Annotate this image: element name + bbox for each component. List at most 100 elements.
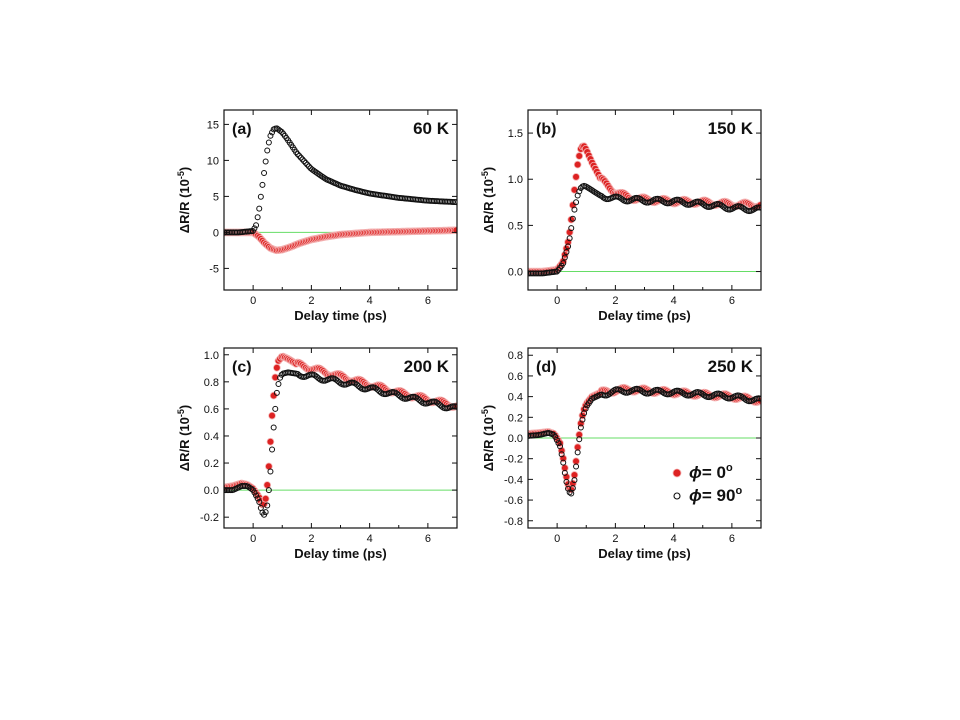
- data-point: [575, 430, 584, 439]
- x-tick-label: 4: [367, 295, 373, 307]
- x-tick-label: 6: [425, 295, 431, 307]
- y-tick-label: -0.6: [504, 495, 523, 507]
- data-point: [278, 371, 285, 378]
- data-point: [265, 139, 272, 146]
- data-point: [257, 193, 264, 200]
- data-point: [302, 159, 309, 166]
- data-point: [254, 214, 261, 221]
- data-point: [573, 443, 582, 452]
- legend-degree: o: [726, 462, 733, 474]
- y-tick-label: -0.2: [504, 454, 523, 466]
- data-point: [268, 411, 276, 420]
- data-point: [297, 154, 304, 161]
- data-point: [563, 248, 570, 255]
- x-axis-title: Delay time (ps): [598, 546, 690, 561]
- data-point: [418, 398, 425, 405]
- data-point: [296, 152, 303, 159]
- data-point: [357, 384, 364, 391]
- legend-value: = 90: [702, 486, 736, 505]
- data-point: [265, 487, 272, 494]
- data-point: [573, 199, 580, 206]
- data-point: [566, 235, 573, 242]
- chart-panel-d: 0 2 4 6 -0.8 -0.6 -0.4 -0.2 0.0 0.2 0.4 0.6 0.8 Delay…: [480, 347, 762, 561]
- legend-phi: ϕ: [689, 463, 702, 482]
- x-tick-label: 0: [250, 295, 256, 307]
- data-point: [278, 128, 285, 135]
- y-tick-label: 0: [213, 227, 219, 239]
- data-point: [582, 405, 589, 412]
- data-point: [680, 199, 687, 206]
- data-point: [267, 132, 274, 139]
- y-tick-label: 10: [207, 155, 219, 167]
- temperature-label: 60 K: [413, 119, 450, 138]
- data-point: [571, 206, 578, 213]
- y-tick-label: 0.2: [508, 412, 523, 424]
- data-point: [453, 199, 457, 206]
- x-tick-label: 6: [729, 533, 735, 545]
- data-point: [572, 173, 580, 181]
- data-point: [566, 489, 573, 496]
- y-tick-label: -0.2: [200, 512, 219, 524]
- y-axis-title: ΔR/R (10-5): [480, 167, 496, 234]
- data-point: [267, 468, 274, 475]
- data-point: [299, 156, 306, 163]
- data-point: [570, 471, 579, 479]
- data-point: [259, 181, 266, 188]
- y-axis-title-main: ΔR/R (10: [177, 417, 192, 471]
- y-axis-title-exponent: -5: [480, 171, 490, 179]
- y-tick-label: 1.0: [204, 350, 219, 362]
- data-point: [561, 469, 568, 476]
- y-tick-label: 1.5: [508, 128, 523, 140]
- data-point: [558, 451, 565, 458]
- data-point: [254, 495, 261, 502]
- data-point: [577, 424, 584, 431]
- x-tick-label: 2: [308, 533, 314, 545]
- data-point: [569, 215, 576, 222]
- data-point: [569, 479, 577, 488]
- y-axis-title-close: ): [481, 167, 496, 171]
- y-tick-label: -5: [209, 263, 219, 275]
- data-point: [571, 477, 578, 484]
- data-point: [269, 446, 276, 453]
- legend-degree: o: [735, 485, 742, 497]
- chart-panel-c: 0 2 4 6 -0.2 0.0 0.2 0.4 0.6 0.8 1.0 Delay time (ps…: [176, 347, 458, 561]
- data-point: [262, 158, 269, 165]
- data-point: [553, 268, 560, 275]
- data-point: [277, 374, 284, 381]
- data-point: [573, 160, 582, 169]
- x-tick-label: 0: [250, 533, 256, 545]
- data-point: [273, 363, 281, 372]
- data-point: [568, 225, 575, 232]
- y-tick-label: 0.8: [508, 350, 523, 362]
- data-point: [557, 443, 564, 450]
- data-point: [269, 129, 276, 136]
- data-point: [555, 440, 562, 447]
- data-point: [251, 489, 258, 496]
- temperature-label: 250 K: [708, 357, 754, 376]
- y-tick-label: 0.6: [508, 371, 523, 383]
- data-point: [560, 459, 567, 466]
- x-axis-title: Delay time (ps): [294, 308, 386, 323]
- y-axis-title-main: ΔR/R (10: [481, 179, 496, 233]
- x-tick-label: 6: [729, 295, 735, 307]
- data-point: [565, 243, 572, 250]
- series-phi-90: [224, 125, 457, 236]
- y-tick-label: 1.0: [508, 174, 523, 186]
- y-axis-title: ΔR/R (10-5): [176, 167, 192, 234]
- y-tick-label: 0.5: [508, 220, 523, 232]
- legend-value: = 0: [702, 463, 726, 482]
- x-tick-label: 2: [612, 533, 618, 545]
- data-point: [294, 151, 301, 158]
- data-point: [261, 494, 270, 503]
- data-point: [757, 204, 761, 211]
- legend-label: ϕ= 0o: [689, 462, 733, 482]
- series-phi-90: [528, 182, 761, 277]
- y-tick-label: 0.8: [204, 377, 219, 389]
- y-tick-label: 0.0: [508, 267, 523, 279]
- x-tick-label: 2: [612, 295, 618, 307]
- series-phi-0: [224, 226, 457, 255]
- temperature-label: 200 K: [404, 357, 450, 376]
- panel-tag: (a): [232, 121, 252, 138]
- data-point: [253, 222, 260, 229]
- data-point: [305, 163, 312, 170]
